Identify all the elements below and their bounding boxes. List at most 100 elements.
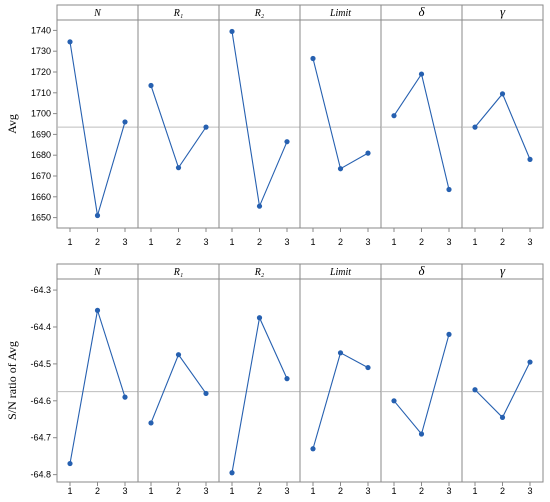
x-tick-label: 1 bbox=[391, 486, 396, 496]
y-axis-label: Avg bbox=[5, 114, 19, 134]
data-point bbox=[122, 394, 128, 400]
data-point bbox=[365, 150, 371, 156]
chart-2: S/N ratio of Avg -64.3 -64.4 -64.5 -64.6 -64.… bbox=[5, 263, 544, 496]
data-point bbox=[256, 315, 263, 321]
data-point bbox=[67, 39, 73, 45]
x-tick-label: 1 bbox=[310, 237, 315, 247]
x-tick-label: 2 bbox=[95, 486, 100, 496]
data-point bbox=[67, 460, 73, 467]
series-line bbox=[69, 41, 126, 216]
data-point bbox=[391, 398, 397, 404]
panel-frame bbox=[137, 19, 220, 229]
data-point bbox=[203, 390, 209, 397]
data-point bbox=[418, 71, 425, 77]
series-line bbox=[393, 334, 450, 436]
panel-frame bbox=[299, 278, 382, 483]
data-point bbox=[148, 420, 154, 426]
x-tick-label: 1 bbox=[229, 237, 234, 247]
factor-label: δ bbox=[418, 4, 425, 19]
factor-panel-2: R₁ 1 2 3 bbox=[137, 4, 220, 247]
data-point bbox=[472, 124, 478, 130]
data-point bbox=[284, 139, 290, 145]
factor-panel-5: δ 1 2 3 bbox=[380, 4, 463, 247]
panel-frame bbox=[380, 19, 463, 229]
y-tick-label: 1740 bbox=[31, 25, 51, 35]
factor-panel-1: N 1 2 3 bbox=[56, 4, 139, 247]
data-point bbox=[527, 156, 533, 162]
data-point bbox=[284, 376, 290, 382]
x-tick-label: 2 bbox=[419, 486, 424, 496]
x-tick-label: 2 bbox=[419, 237, 424, 247]
data-point bbox=[175, 352, 182, 358]
x-tick-label: 2 bbox=[95, 237, 100, 247]
factor-panel-6: γ 1 2 3 bbox=[461, 4, 544, 247]
x-tick-label: 3 bbox=[203, 237, 208, 247]
factor-label: γ bbox=[500, 4, 506, 19]
data-point bbox=[472, 387, 478, 393]
y-tick-label: -64.5 bbox=[30, 359, 51, 369]
x-tick-label: 1 bbox=[310, 486, 315, 496]
panel-frame bbox=[380, 278, 463, 483]
y-tick-label: -64.4 bbox=[30, 322, 51, 332]
y-tick-label: 1700 bbox=[31, 109, 51, 119]
factor-label: Limit bbox=[329, 8, 351, 19]
x-tick-label: 2 bbox=[338, 237, 343, 247]
x-tick-label: 1 bbox=[391, 237, 396, 247]
factor-panel-1: N 1 2 3 bbox=[56, 263, 139, 496]
factor-label: δ bbox=[418, 263, 425, 278]
factor-panel-3: R₂ 1 2 3 bbox=[218, 4, 301, 247]
data-point bbox=[499, 91, 506, 97]
panel-frame bbox=[461, 19, 544, 229]
y-tick-label: 1730 bbox=[31, 46, 51, 56]
x-tick-label: 1 bbox=[229, 486, 234, 496]
series-line bbox=[231, 315, 288, 473]
x-tick-label: 2 bbox=[257, 237, 262, 247]
x-tick-label: 3 bbox=[284, 237, 289, 247]
data-point bbox=[337, 166, 344, 172]
x-tick-label: 3 bbox=[122, 237, 127, 247]
series-line bbox=[474, 361, 531, 419]
data-point bbox=[337, 350, 344, 356]
x-tick-label: 2 bbox=[338, 486, 343, 496]
data-point bbox=[122, 119, 128, 125]
factor-panel-4: Limit 1 2 3 bbox=[299, 263, 382, 496]
data-point bbox=[203, 124, 209, 130]
x-tick-label: 2 bbox=[257, 486, 262, 496]
x-tick-label: 3 bbox=[365, 237, 370, 247]
y-tick-label: -64.8 bbox=[30, 470, 51, 480]
series-line bbox=[231, 31, 288, 209]
x-tick-label: 2 bbox=[176, 486, 181, 496]
x-tick-label: 2 bbox=[500, 237, 505, 247]
factor-panel-6: γ 1 2 3 bbox=[461, 263, 544, 496]
x-tick-label: 3 bbox=[284, 486, 289, 496]
data-point bbox=[446, 186, 452, 193]
x-tick-label: 3 bbox=[446, 486, 451, 496]
y-tick-label: 1690 bbox=[31, 129, 51, 139]
series-line bbox=[393, 72, 450, 190]
data-point bbox=[391, 113, 397, 119]
data-point bbox=[175, 165, 182, 171]
factor-label: N bbox=[93, 267, 102, 278]
data-point bbox=[365, 364, 371, 371]
x-tick-label: 2 bbox=[176, 237, 181, 247]
y-tick-label: -64.3 bbox=[30, 285, 51, 295]
series-line bbox=[150, 353, 207, 424]
y-tick-label: 1660 bbox=[31, 192, 51, 202]
factor-label: γ bbox=[500, 263, 506, 278]
series-line bbox=[474, 92, 531, 160]
series-line bbox=[150, 85, 207, 169]
factor-panel-3: R₂ 1 2 3 bbox=[218, 263, 301, 496]
panel-frame bbox=[299, 19, 382, 229]
x-tick-label: 2 bbox=[500, 486, 505, 496]
factor-panel-4: Limit 1 2 3 bbox=[299, 4, 382, 247]
factor-label: Limit bbox=[329, 267, 351, 278]
data-point bbox=[148, 82, 154, 89]
x-tick-label: 1 bbox=[148, 237, 153, 247]
x-tick-label: 3 bbox=[203, 486, 208, 496]
series-line bbox=[312, 352, 369, 449]
factor-label: R₁ bbox=[173, 267, 184, 278]
data-point bbox=[499, 414, 506, 421]
x-tick-label: 1 bbox=[148, 486, 153, 496]
x-tick-label: 1 bbox=[472, 486, 477, 496]
factor-label: R₂ bbox=[254, 8, 265, 19]
